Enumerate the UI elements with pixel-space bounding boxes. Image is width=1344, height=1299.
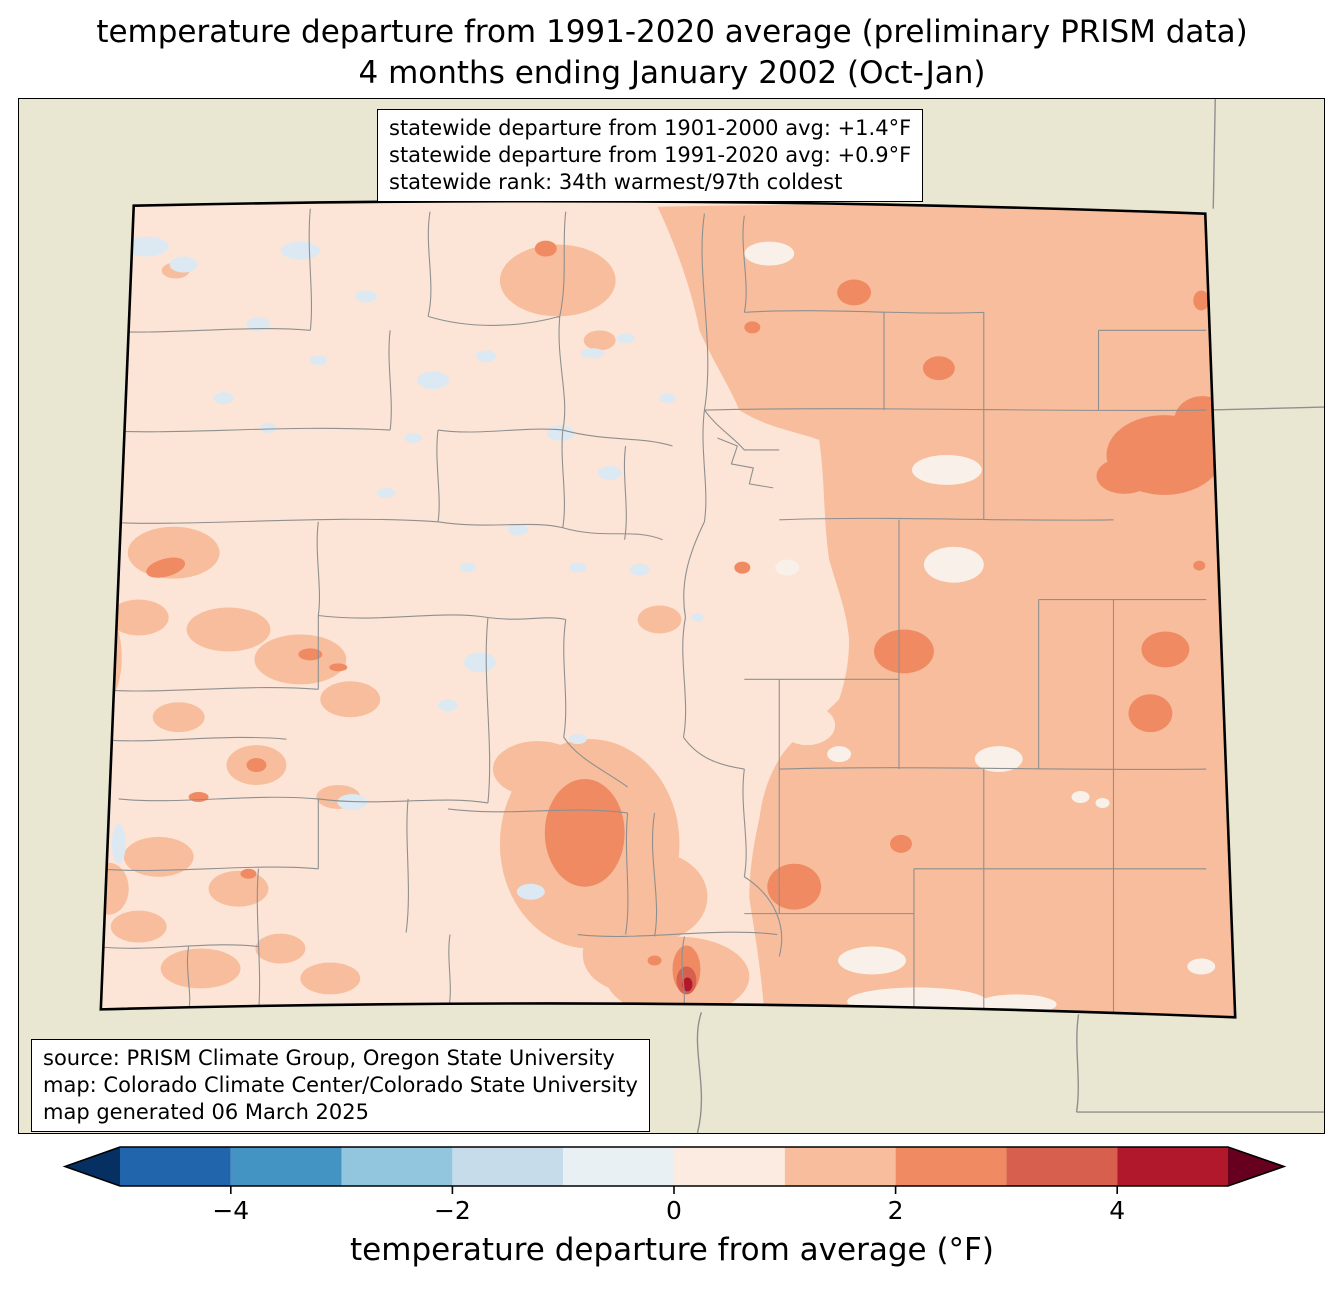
colorbar-tick-marks: [230, 1186, 1118, 1194]
colorbar-segment: [674, 1147, 785, 1186]
colorbar-left-arrow: [65, 1147, 120, 1186]
neighbor-state-lines: [696, 99, 1324, 1133]
anomaly-pale-corridor: [754, 473, 836, 746]
source-box: source: PRISM Climate Group, Oregon Stat…: [31, 1039, 650, 1132]
colorbar-segment: [120, 1147, 231, 1186]
stats-box: statewide departure from 1901-2000 avg: …: [377, 109, 924, 202]
map-frame: statewide departure from 1901-2000 avg: …: [18, 98, 1325, 1134]
colorbar-segment: [1006, 1147, 1118, 1186]
colorbar-tick-label: 4: [1109, 1196, 1125, 1225]
colorbar-axis-label: temperature departure from average (°F): [350, 1232, 994, 1268]
title-line-2: 4 months ending January 2002 (Oct-Jan): [358, 55, 986, 91]
colorbar-segment: [1117, 1147, 1228, 1186]
colorbar-segment: [452, 1147, 564, 1186]
county-lines-west: [100, 208, 783, 1014]
colorbar-right-arrow: [1228, 1147, 1284, 1186]
colorbar-outline: [62, 1146, 1287, 1187]
source-line-1: source: PRISM Climate Group, Oregon Stat…: [43, 1046, 615, 1070]
anomaly-warm-1-2-east: [657, 204, 1236, 1018]
source-line-2: map: Colorado Climate Center/Colorado St…: [43, 1073, 638, 1097]
colorado-anomaly-map: [19, 99, 1324, 1133]
colorbar-tick-label: 0: [666, 1196, 682, 1225]
anomaly-cool-0-1: [111, 236, 704, 900]
colorbar-segment: [895, 1147, 1007, 1186]
stats-line-3: statewide rank: 34th warmest/97th coldes…: [389, 170, 843, 194]
colorbar-segment: [784, 1147, 896, 1186]
colorbar-tick-label: 2: [888, 1196, 904, 1225]
county-lines-east: [682, 213, 1207, 1017]
colorbar-svg: −4 −2 0 2 4: [62, 1146, 1287, 1225]
anomaly-warm-4-5: [682, 977, 693, 992]
anomaly-warm-2-3: [146, 240, 1231, 994]
colorbar-tick-label: −4: [212, 1196, 249, 1225]
source-line-3: map generated 06 March 2025: [43, 1100, 370, 1124]
title-line-1: temperature departure from 1991-2020 ave…: [96, 14, 1248, 50]
colorbar-segment: [341, 1147, 453, 1186]
stats-line-2: statewide departure from 1991-2020 avg: …: [389, 143, 912, 167]
stats-line-1: statewide departure from 1901-2000 avg: …: [389, 116, 912, 140]
colorbar: −4 −2 0 2 4: [0, 1141, 1344, 1226]
colorbar-segment: [563, 1147, 674, 1186]
colorbar-tick-label: −2: [434, 1196, 471, 1225]
colorbar-segment: [230, 1147, 342, 1186]
page-title: temperature departure from 1991-2020 ave…: [0, 12, 1344, 94]
